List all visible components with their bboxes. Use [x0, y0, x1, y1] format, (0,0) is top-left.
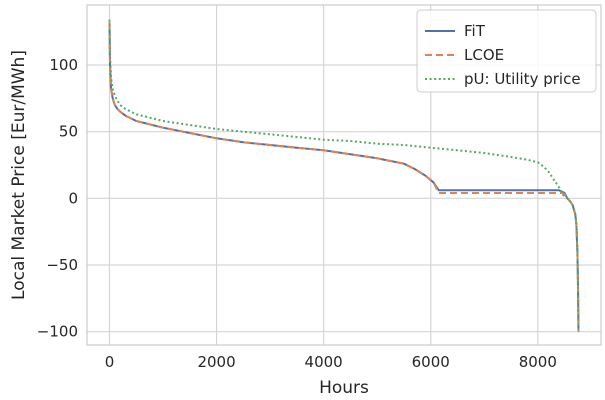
x-tick-label: 0 — [105, 353, 115, 371]
x-tick-labels: 0 2000 4000 6000 8000 — [105, 353, 557, 371]
series-line-1 — [108, 22, 580, 332]
y-tick-label: −50 — [46, 256, 78, 274]
x-tick-label: 6000 — [412, 353, 450, 371]
x-tick-label: 8000 — [519, 353, 557, 371]
y-tick-label: −100 — [37, 323, 78, 341]
y-axis-title: Local Market Price [Eur/MWh] — [9, 50, 29, 300]
legend-label: FiT — [464, 22, 486, 40]
y-tick-label: 0 — [68, 189, 78, 207]
x-tick-label: 4000 — [305, 353, 343, 371]
legend-label: pU: Utility price — [464, 70, 581, 88]
legend-label: LCOE — [464, 46, 504, 64]
plot-frame — [86, 4, 602, 346]
legend: FiT LCOE pU: Utility price — [416, 9, 597, 93]
y-tick-label: 100 — [49, 56, 78, 74]
x-axis-title: Hours — [319, 378, 369, 398]
y-tick-label: 50 — [59, 123, 78, 141]
series-lines — [108, 19, 580, 332]
x-tick-label: 2000 — [197, 353, 235, 371]
legend-box — [416, 9, 597, 93]
y-tick-labels: −100 −50 0 50 100 — [37, 56, 78, 341]
